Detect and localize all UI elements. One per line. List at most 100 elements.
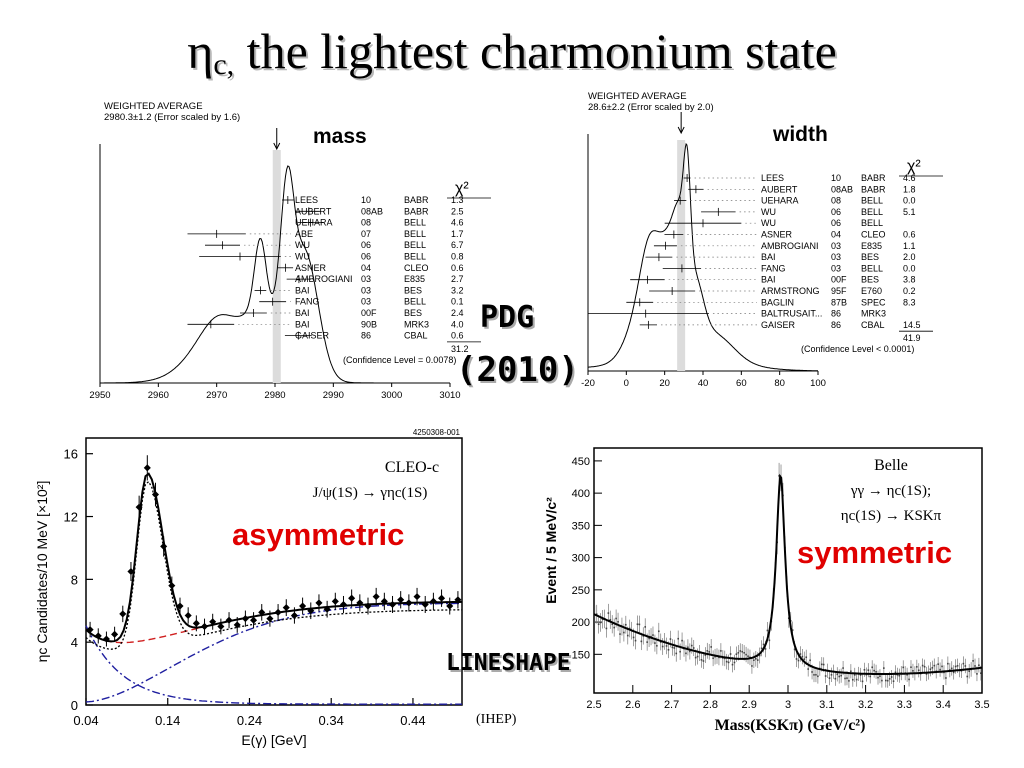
belle-data-point — [980, 672, 982, 674]
width-entry-exp: MRK3 — [861, 309, 886, 319]
mass-entry-chi2: 1.7 — [451, 229, 464, 239]
width-entry-exp: CLEO — [861, 230, 886, 240]
belle-data-point — [941, 665, 943, 668]
cleo-data-point — [151, 491, 160, 499]
belle-data-point — [912, 670, 914, 672]
width-x-tick-label: 40 — [698, 378, 709, 389]
width-entry-chi2: 8.3 — [903, 297, 916, 307]
belle-data-point — [657, 630, 660, 633]
mass-entry-ref: 03 — [361, 285, 371, 295]
cleo-data-point — [119, 610, 127, 618]
belle-data-point — [743, 651, 745, 654]
belle-data-point — [766, 629, 769, 632]
belle-data-point — [667, 648, 670, 651]
belle-data-point — [956, 664, 959, 667]
belle-y-tick-label: 350 — [572, 520, 590, 532]
width-entry-chi2: 0.2 — [903, 286, 916, 296]
belle-data-point — [877, 676, 879, 679]
belle-data-point — [595, 613, 598, 616]
belle-data-point — [954, 665, 957, 668]
mass-entry-author: GAISER — [295, 331, 330, 341]
width-entry-chi2: 1.8 — [903, 184, 916, 194]
mass-x-tick-label: 2960 — [148, 390, 169, 401]
belle-data-point — [607, 612, 610, 614]
pdg-year-label: (2010) — [456, 350, 579, 390]
belle-data-point — [972, 660, 974, 662]
cleo-lineshape-chart: 4250308-001 0.04 0.14 0.24 0.34 0.44 0 4 8 12 16 E(… — [34, 428, 463, 748]
width-entry-ref: 10 — [831, 173, 841, 183]
belle-data-point — [644, 626, 647, 628]
cleo-figure-id: 4250308-001 — [413, 428, 461, 437]
width-entry-exp: BES — [861, 252, 879, 262]
cleo-data-point — [307, 607, 315, 615]
belle-data-point — [879, 675, 881, 678]
belle-data-point — [917, 669, 920, 672]
mass-entry-ref: 86 — [361, 331, 371, 341]
cleo-data-point — [339, 600, 348, 609]
belle-data-point — [822, 663, 825, 666]
width-entry-chi2: 5.1 — [903, 207, 916, 217]
mass-entry-author: LEES — [295, 195, 318, 205]
belle-data-point — [916, 666, 918, 668]
mass-entry-ref: 06 — [361, 240, 371, 250]
belle-data-point — [669, 638, 672, 640]
width-entry-ref: 08 — [831, 196, 841, 206]
width-entry-ref: 00F — [831, 275, 847, 285]
belle-data-point — [741, 650, 744, 653]
width-entry-exp: BELL — [861, 263, 883, 273]
cleo-data-point — [274, 608, 282, 616]
belle-data-point — [692, 647, 695, 649]
belle-data-point — [671, 646, 674, 649]
mass-entry-author: BAI — [295, 319, 310, 329]
cleo-x-tick-label: 0.24 — [237, 713, 262, 728]
belle-data-point — [921, 664, 924, 667]
width-ideogram-curve — [587, 142, 818, 372]
width-x-tick-label: 20 — [659, 378, 670, 389]
belle-fit-curve — [593, 473, 983, 675]
cleo-data-point — [290, 611, 298, 620]
belle-data-point — [648, 637, 650, 640]
mass-entry-exp: BELL — [404, 218, 426, 228]
belle-data-point — [609, 618, 612, 621]
belle-data-point — [706, 650, 709, 652]
belle-data-point — [795, 658, 798, 660]
mass-confidence-level: (Confidence Level = 0.0078) — [343, 355, 456, 365]
belle-data-point — [712, 657, 714, 660]
mass-panel-label: mass — [313, 125, 367, 148]
belle-data-point — [694, 656, 697, 659]
mass-entry-ref: 06 — [361, 252, 371, 262]
cleo-data-point — [356, 599, 364, 607]
belle-data-point — [702, 660, 705, 662]
cleo-data-point — [454, 596, 462, 604]
belle-y-tick-label: 150 — [572, 649, 590, 661]
lineshape-label: LINESHAPE — [446, 650, 571, 676]
mass-entry-exp: BELL — [404, 252, 426, 262]
cleo-data-point — [241, 615, 249, 623]
belle-y-tick-label: 200 — [572, 617, 590, 629]
width-x-tick-label: 100 — [810, 378, 826, 389]
belle-data-point — [964, 665, 967, 667]
ihep-label: (IHEP) — [476, 712, 517, 727]
mass-entry-author: BAI — [295, 308, 310, 318]
mass-x-tick-label: 2990 — [323, 390, 344, 401]
belle-data-point — [846, 677, 848, 679]
belle-data-point — [801, 655, 804, 658]
width-entry-author: BAI — [761, 275, 776, 285]
mass-chi2-total: 31.2 — [451, 344, 469, 354]
belle-data-point — [762, 643, 765, 646]
width-average-arrowhead — [677, 126, 685, 135]
cleo-background-red-curve — [85, 601, 463, 644]
belle-data-point — [894, 671, 897, 674]
width-chi2-total: 41.9 — [903, 333, 921, 343]
belle-data-point — [745, 653, 747, 656]
width-entry-ref: 06 — [831, 218, 841, 228]
belle-data-point — [632, 636, 635, 639]
cleo-data-point — [405, 599, 413, 607]
cleo-x-tick-label: 0.44 — [400, 713, 425, 728]
cleo-y-tick-label: 4 — [71, 635, 78, 650]
belle-data-point — [809, 659, 811, 662]
mass-ideogram-chart: WEIGHTED AVERAGE 2980.3±1.2 (Error scale… — [89, 101, 491, 401]
belle-data-point — [815, 673, 817, 676]
mass-entry-chi2: 4.6 — [451, 218, 464, 228]
belle-data-point — [898, 674, 901, 677]
